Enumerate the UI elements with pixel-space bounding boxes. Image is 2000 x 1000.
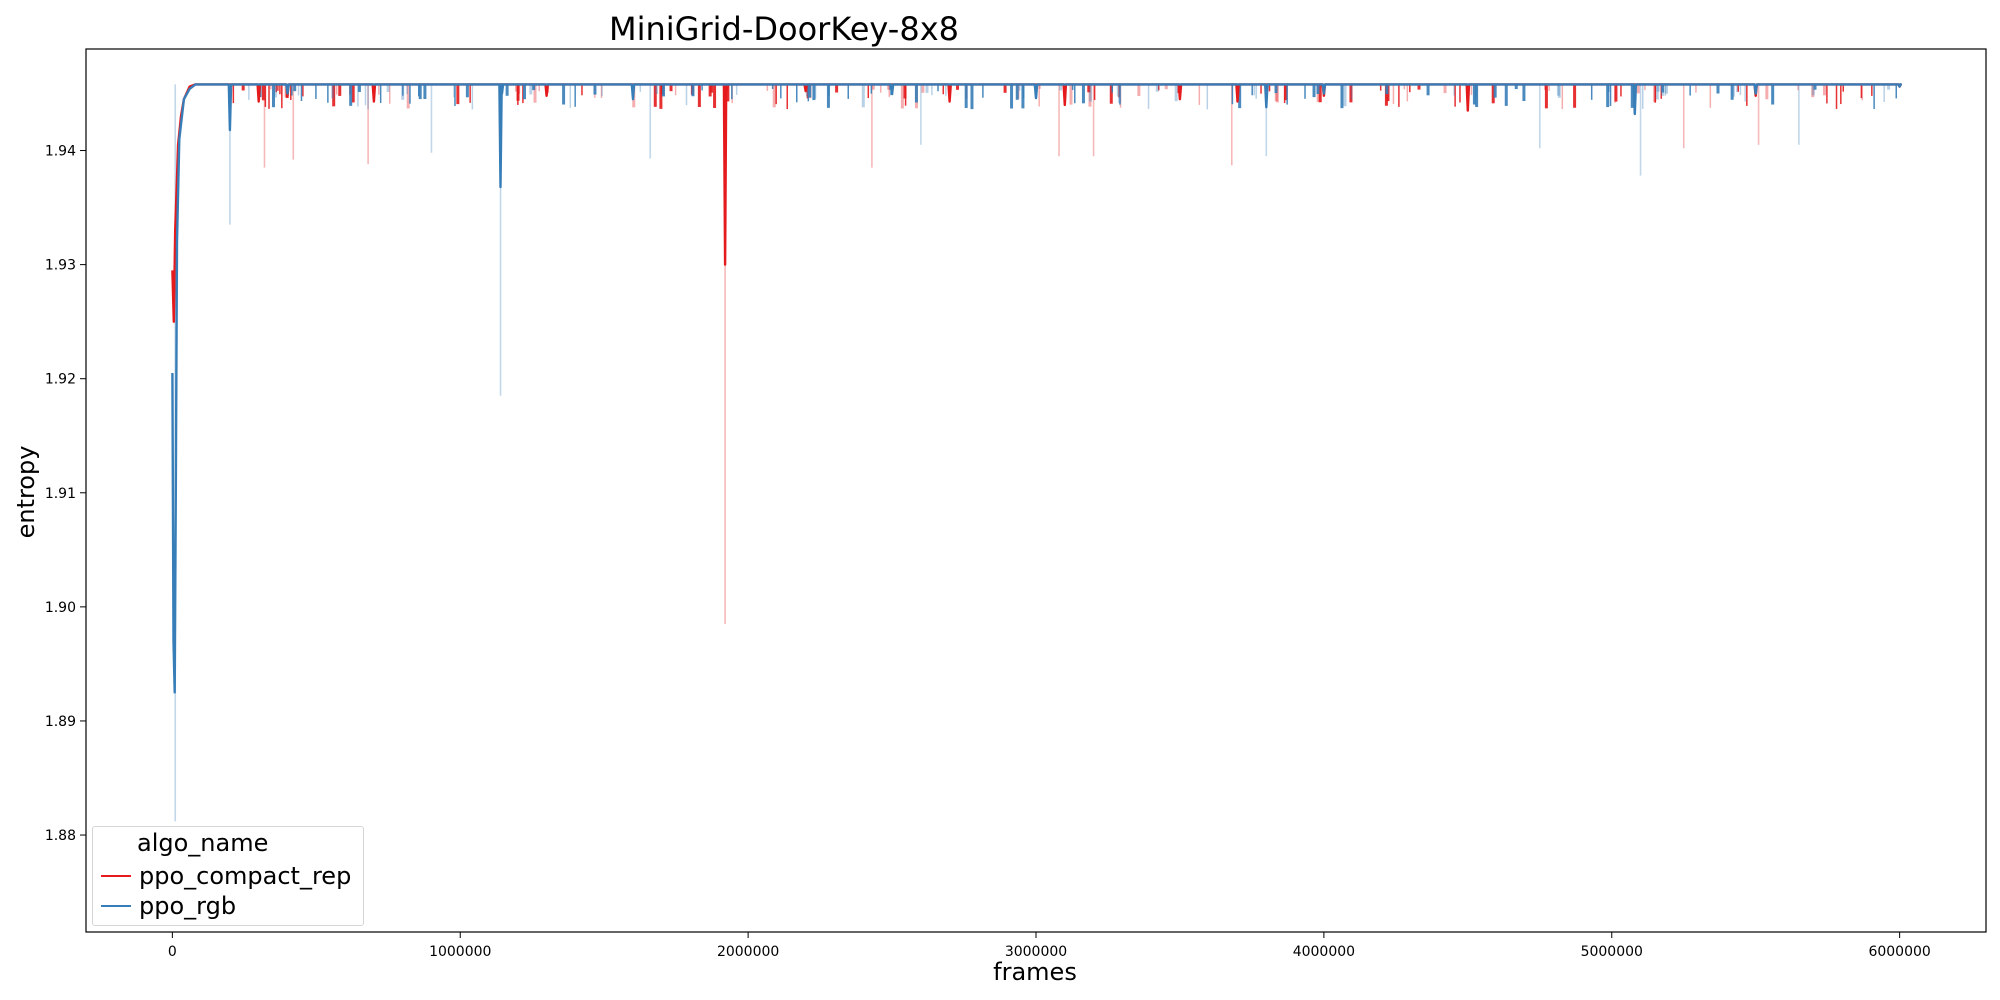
y-tick-label: 1.90: [45, 600, 76, 616]
legend-title: algo_name: [137, 829, 269, 857]
y-tick-label: 1.93: [45, 258, 76, 274]
legend-label: ppo_compact_rep: [139, 862, 352, 890]
legend: algo_name ppo_compact_rep ppo_rgb: [92, 826, 364, 926]
series-lines: [171, 83, 1902, 694]
y-tick-label: 1.92: [45, 372, 76, 388]
y-tick-label: 1.89: [45, 714, 76, 730]
y-axis-label: entropy: [12, 446, 40, 539]
legend-label: ppo_rgb: [139, 892, 237, 920]
x-tick-label: 4000000: [1293, 944, 1355, 960]
x-tick-label: 3000000: [1005, 944, 1067, 960]
x-axis-label: frames: [993, 958, 1077, 986]
y-tick-label: 1.88: [45, 828, 76, 844]
legend-swatch-red: [101, 875, 131, 877]
x-tick-label: 1000000: [429, 944, 491, 960]
x-tick-label: 6000000: [1868, 944, 1930, 960]
series-line-ppo-rgb: [171, 83, 1902, 694]
legend-swatch-blue: [101, 905, 131, 907]
plot-area: [85, 48, 1987, 933]
x-tick-label: 0: [168, 944, 177, 960]
y-tick-label: 1.94: [45, 144, 76, 160]
legend-item-ppo-compact-rep: ppo_compact_rep: [101, 861, 351, 891]
legend-item-ppo-rgb: ppo_rgb: [101, 891, 236, 921]
y-axis: 1.88 1.89 1.90 1.91 1.92 1.93 1.94: [45, 144, 86, 844]
x-tick-label: 5000000: [1581, 944, 1643, 960]
y-tick-label: 1.91: [45, 486, 76, 502]
confidence-bands: [174, 84, 1898, 822]
x-tick-label: 2000000: [717, 944, 779, 960]
x-axis: 0 1000000 2000000 3000000 4000000 5000000 6000…: [168, 932, 1931, 960]
chart-title: MiniGrid-DoorKey-8x8: [609, 10, 959, 48]
